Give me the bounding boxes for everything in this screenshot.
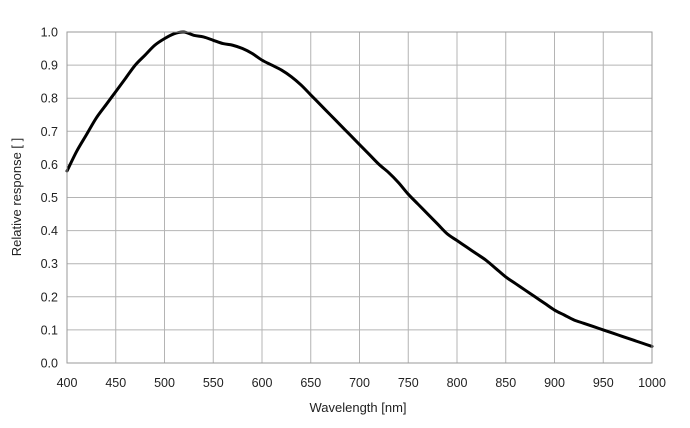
x-tick-label: 900: [544, 376, 565, 390]
y-tick-label: 0.9: [41, 59, 58, 73]
plot-frame: [66, 31, 653, 364]
x-tick-label: 1000: [638, 376, 666, 390]
x-tick-label: 550: [203, 376, 224, 390]
x-tick-label: 700: [349, 376, 370, 390]
x-tick-label: 450: [105, 376, 126, 390]
x-tick-label: 800: [447, 376, 468, 390]
y-tick-label: 0.6: [41, 158, 58, 172]
x-tick-label: 500: [154, 376, 175, 390]
x-tick-label: 650: [300, 376, 321, 390]
x-axis-title: Wavelength [nm]: [309, 400, 406, 415]
x-tick-label: 600: [252, 376, 273, 390]
x-tick-label: 950: [593, 376, 614, 390]
x-tick-label: 750: [398, 376, 419, 390]
response-curve-line: [65, 30, 654, 348]
y-tick-label: 0.2: [41, 290, 58, 304]
x-tick-label: 400: [57, 376, 78, 390]
y-tick-label: 0.5: [41, 191, 58, 205]
y-tick-label: 0.7: [41, 125, 58, 139]
y-tick-label: 0.4: [41, 224, 58, 238]
x-tick-label: 850: [495, 376, 516, 390]
x-tick-labels: 400 450 500 550 600 650 700 750 800 850 900 950 1000: [57, 376, 666, 390]
y-axis-title: Relative response [ ]: [9, 138, 24, 257]
y-tick-label: 0.1: [41, 323, 58, 337]
y-tick-label: 0.8: [41, 92, 58, 106]
y-tick-label: 0.3: [41, 257, 58, 271]
y-tick-labels: 0.0 0.1 0.2 0.3 0.4 0.5 0.6 0.7 0.8 0.9 1.0: [41, 26, 58, 371]
y-tick-label: 0.0: [41, 357, 58, 371]
y-tick-label: 1.0: [41, 26, 58, 40]
